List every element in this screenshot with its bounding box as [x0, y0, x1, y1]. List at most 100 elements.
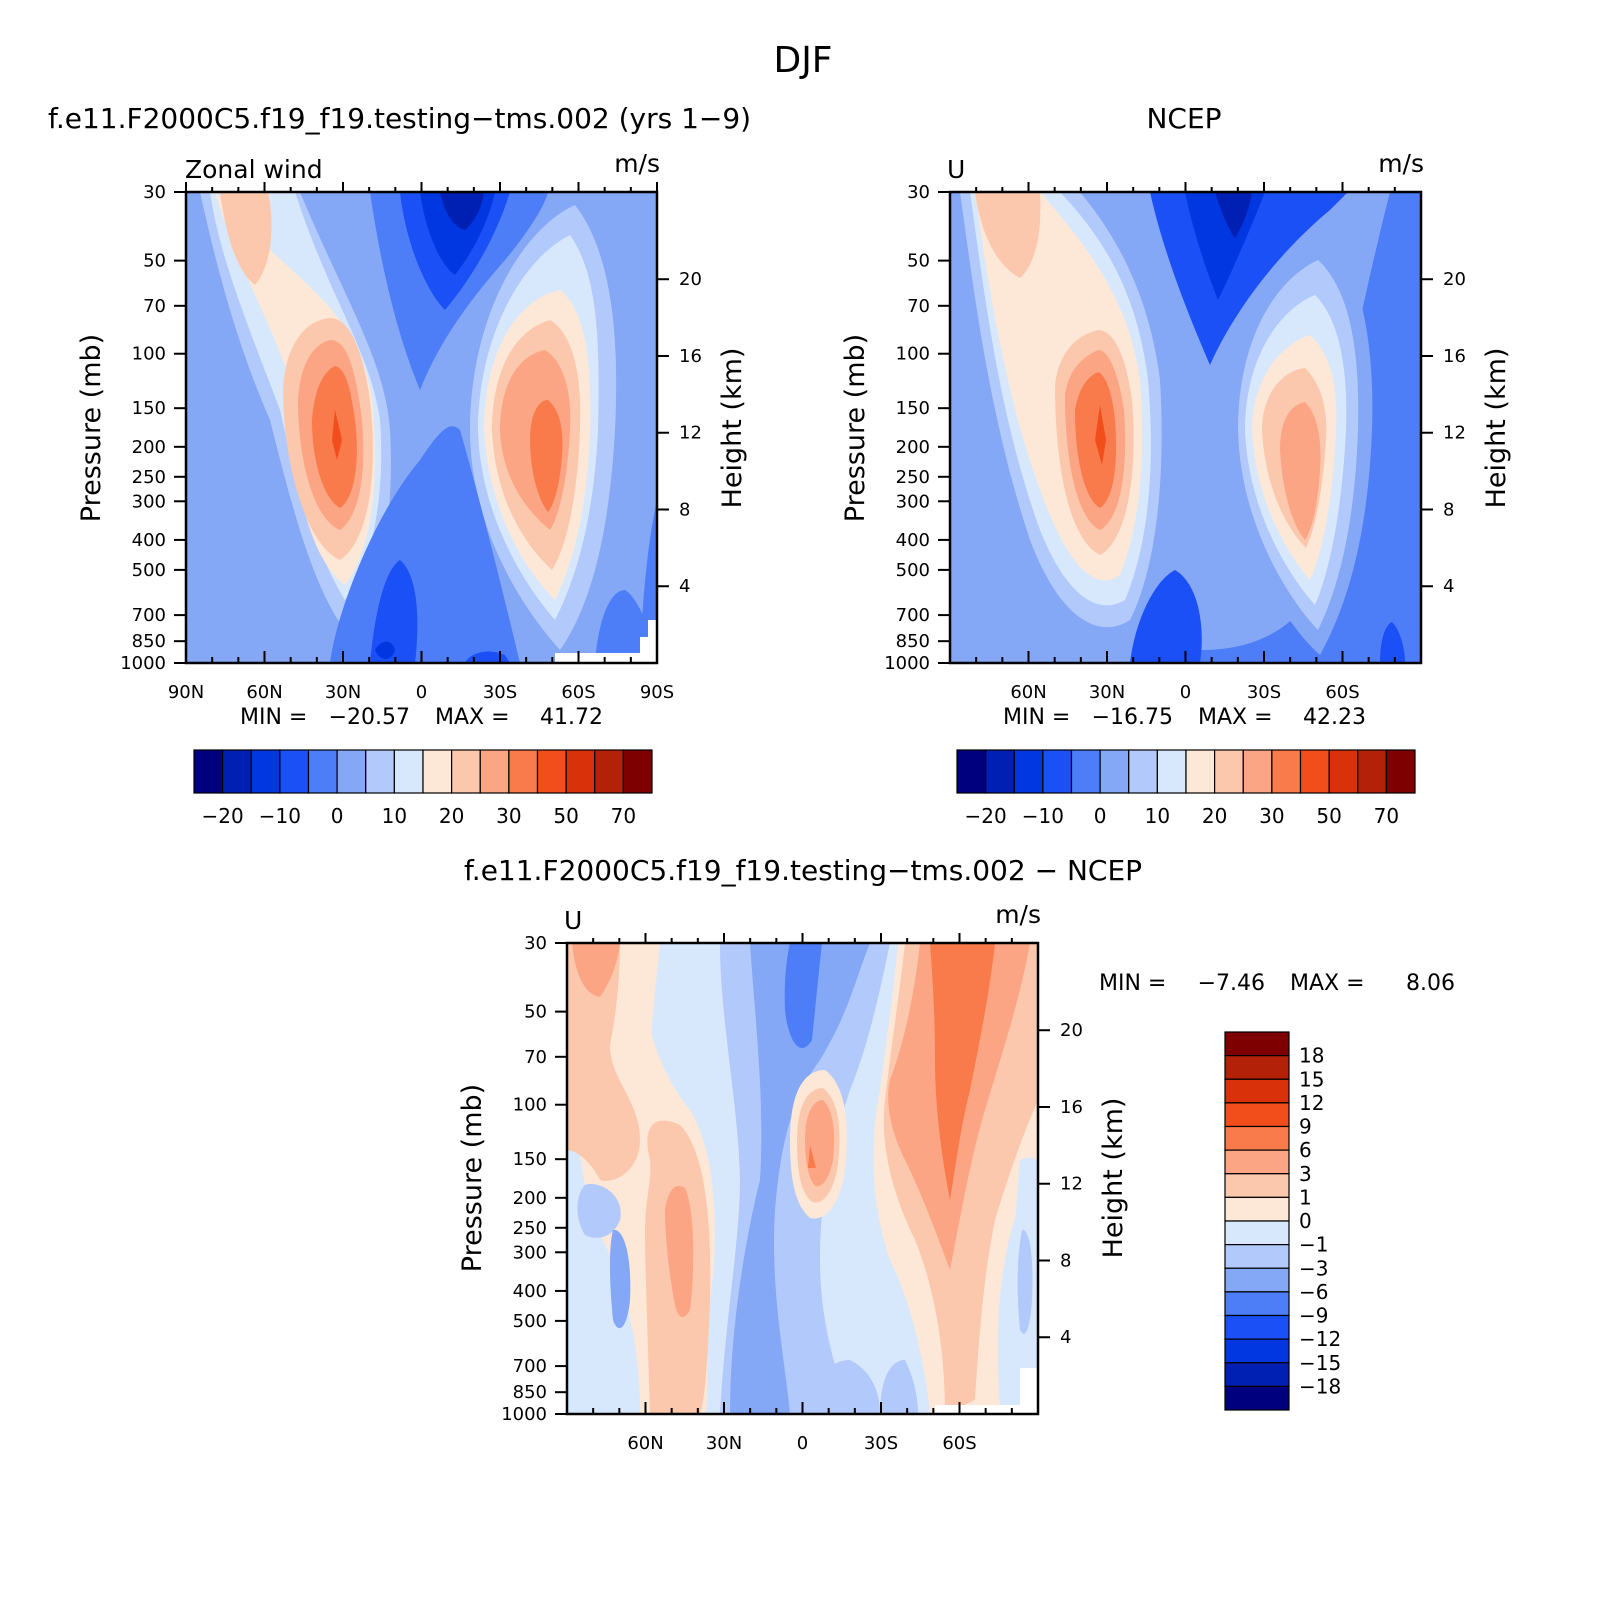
- panel-model-xtick-label: 90S: [640, 682, 674, 703]
- panel-model-colorbar-swatch: [279, 749, 310, 794]
- panel-model-ytick-label: 850: [132, 631, 166, 652]
- panel-diff-height-tick-label: 12: [1060, 1174, 1083, 1195]
- panel-diff-height-tick-label: 4: [1060, 1327, 1071, 1348]
- panel-diff-colorbar-swatch: [1224, 1173, 1290, 1198]
- panel-diff-xtick-label: 60S: [942, 1433, 976, 1454]
- panel-ncep-ytick-label: 100: [896, 344, 930, 365]
- panel-diff-ytick-label: 200: [513, 1188, 547, 1209]
- panel-model-colorbar-swatch: [222, 749, 252, 794]
- panel-model-xtick-label: 30S: [483, 682, 517, 703]
- panel-ncep-ytick-label: 150: [896, 398, 930, 419]
- panel-diff-colorbar-label: −15: [1299, 1351, 1341, 1375]
- panel-model-ylabel: Pressure (mb): [76, 334, 107, 522]
- panel-ncep-colorbar-label: −20: [965, 804, 1007, 828]
- panel-model-colorbar-label: 50: [553, 804, 578, 828]
- panel-ncep-colorbar-swatch: [1328, 749, 1359, 794]
- panel-ncep-xtick-label: 30N: [1089, 682, 1125, 703]
- panel-ncep-ytick-label: 500: [896, 560, 930, 581]
- panel-ncep-height-tick-label: 16: [1443, 346, 1466, 367]
- panel-ncep-ytick-label: 1000: [884, 653, 930, 674]
- panel-model-colorbar-swatch: [536, 749, 567, 794]
- panel-model-height-tick-label: 20: [679, 269, 702, 290]
- panel-ncep-colorbar-swatch: [1042, 749, 1073, 794]
- panel-diff-colorbar-swatch: [1224, 1338, 1290, 1364]
- panel-ncep-ytick-label: 50: [907, 251, 930, 272]
- panel-diff-min-label: MIN =: [1099, 971, 1166, 996]
- panel-ncep-xtick-label: 60N: [1010, 682, 1046, 703]
- panel-diff-colorbar-swatch: [1224, 1267, 1290, 1293]
- panel-model-title: f.e11.F2000C5.f19_f19.testing−tms.002 (y…: [48, 102, 751, 135]
- panel-ncep-ytick-label: 30: [907, 182, 930, 203]
- panel-model-colorbar-swatch: [193, 749, 224, 794]
- panel-ncep-colorbar-label: −10: [1022, 804, 1064, 828]
- panel-diff-colorbar-label: 0: [1299, 1209, 1312, 1233]
- panel-ncep-colorbar-label: 50: [1316, 804, 1341, 828]
- panel-model-ytick-label: 100: [132, 344, 166, 365]
- panel-model-ytick-label: 300: [132, 491, 166, 512]
- panel-model-contours: [186, 192, 657, 663]
- panel-diff-xtick-label: 0: [797, 1433, 808, 1454]
- panel-ncep-colorbar-label: 70: [1374, 804, 1399, 828]
- panel-diff-colorbar-swatch: [1224, 1196, 1290, 1222]
- panel-diff-ytick-label: 50: [524, 1002, 547, 1023]
- panel-diff-colorbar-label: 9: [1299, 1115, 1312, 1139]
- panel-ncep-ytick-label: 250: [896, 467, 930, 488]
- panel-ncep-colorbar-label: 20: [1202, 804, 1227, 828]
- panel-ncep-colorbar-swatch: [1242, 749, 1273, 794]
- panel-diff-title: f.e11.F2000C5.f19_f19.testing−tms.002 − …: [464, 854, 1142, 887]
- panel-ncep-xtick-label: 30S: [1247, 682, 1281, 703]
- panel-ncep-ylabel-right: Height (km): [1481, 348, 1512, 509]
- panel-ncep-min-label: MIN =: [1003, 705, 1070, 730]
- panel-ncep-contours: [950, 192, 1421, 663]
- panel-diff-ytick-label: 700: [513, 1356, 547, 1377]
- panel-model-height-tick-label: 8: [679, 499, 690, 520]
- panel-ncep-ytick-label: 850: [896, 631, 930, 652]
- panel-diff-ytick-label: 30: [524, 933, 547, 954]
- panel-ncep: NCEP U m/s: [840, 102, 1512, 828]
- panel-ncep-ytick-label: 400: [896, 530, 930, 551]
- panel-diff-colorbar-swatch: [1224, 1149, 1290, 1175]
- panel-diff-colorbar-label: −12: [1299, 1327, 1341, 1351]
- panel-ncep-colorbar-label: 30: [1259, 804, 1284, 828]
- panel-diff-colorbar-label: −6: [1299, 1280, 1328, 1304]
- panel-model-xtick-label: 90N: [168, 682, 204, 703]
- panel-model-colorbar-swatch: [250, 749, 281, 794]
- panel-ncep-units: m/s: [1378, 149, 1424, 178]
- panel-diff-colorbar-swatch: [1224, 1385, 1290, 1411]
- panel-model-colorbar-label: −20: [202, 804, 244, 828]
- panel-model-left-label: Zonal wind: [185, 155, 323, 184]
- panel-diff-colorbar-swatch: [1224, 1362, 1290, 1387]
- panel-model-colorbar-label: −10: [259, 804, 301, 828]
- panel-model-colorbar-swatch: [336, 749, 367, 794]
- panel-ncep-height-tick-label: 4: [1443, 576, 1454, 597]
- panel-model-min-value: −20.57: [329, 705, 410, 730]
- panel-model-colorbar: −20 −10 0 10 20 30 50 70: [193, 749, 653, 828]
- panel-ncep-colorbar-swatch: [1070, 749, 1101, 794]
- panel-ncep-ytick-label: 200: [896, 437, 930, 458]
- panel-ncep-colorbar-swatch: [956, 749, 987, 794]
- panel-diff-colorbar-label: 6: [1299, 1138, 1312, 1162]
- panel-model-ylabel-right: Height (km): [717, 348, 748, 509]
- panel-ncep-left-label: U: [947, 155, 965, 184]
- panel-diff-xtick-label: 30N: [706, 1433, 742, 1454]
- panel-model-ytick-label: 500: [132, 560, 166, 581]
- panel-diff-colorbar-swatch: [1224, 1314, 1290, 1340]
- panel-ncep-xtick-label: 0: [1180, 682, 1191, 703]
- panel-ncep-min-value: −16.75: [1092, 705, 1173, 730]
- panel-diff-colorbar-label: −1: [1299, 1233, 1328, 1257]
- panel-model-ytick-label: 50: [143, 251, 166, 272]
- panel-diff-ytick-label: 1000: [501, 1404, 547, 1425]
- panel-diff-colorbar-swatch: [1224, 1244, 1290, 1269]
- panel-ncep-title: NCEP: [1146, 102, 1221, 135]
- panel-diff-ytick-label: 150: [513, 1149, 547, 1170]
- panel-model-colorbar-swatch: [594, 749, 624, 794]
- panel-diff-left-label: U: [564, 906, 582, 935]
- panel-model-colorbar-swatch: [622, 749, 653, 794]
- panel-model-xtick-label: 60S: [561, 682, 595, 703]
- panel-model-height-tick-label: 4: [679, 576, 690, 597]
- panel-model-xtick-label: 30N: [325, 682, 361, 703]
- panel-model-ytick-label: 1000: [120, 653, 166, 674]
- panel-ncep-max-label: MAX =: [1198, 705, 1273, 730]
- panel-model-ytick-label: 200: [132, 437, 166, 458]
